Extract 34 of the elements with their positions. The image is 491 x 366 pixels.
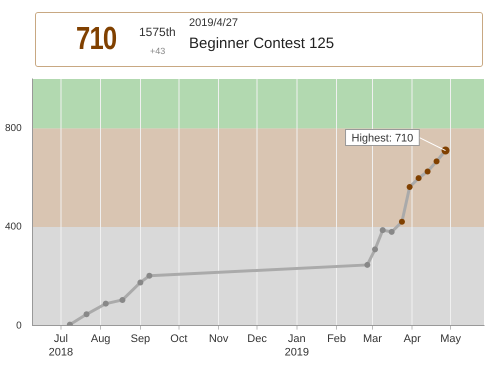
point [398,218,405,225]
point [364,262,370,268]
x-tick-label: May [440,333,462,346]
point [137,279,144,286]
point [424,168,431,174]
point [416,175,422,182]
x-tick-label: Apr [404,333,422,346]
chart-subtitle: 2019/4/27 [189,17,238,29]
point [372,246,378,252]
y-tick-label: 400 [4,222,22,233]
x-tick-label: Jan 2019 [284,333,310,358]
x-tick-label: Dec [247,333,268,346]
x-tick-label: Jul 2018 [48,333,74,358]
point [102,300,109,307]
y-tick-label: 800 [4,123,22,134]
x-tick-label: Sep [130,333,150,346]
y-tick-label: 0 [16,320,22,332]
x-tick-label: Feb [327,333,346,346]
annotation: Highest: 710 [352,132,414,145]
text: +43 [150,46,166,56]
x-tick-label: Mar [362,333,382,346]
point [388,228,395,235]
chart-title: Beginner Contest 125 [189,35,334,52]
x-tick-label: Aug [90,333,110,346]
point [380,227,386,234]
point [434,158,440,164]
point [84,311,90,318]
text: 710 [76,20,116,57]
x-tick-label: Oct [170,333,188,346]
text: 1575th [139,25,176,39]
point [406,184,413,190]
point [119,296,126,303]
point [146,272,152,279]
x-tick-label: Nov [208,333,229,346]
